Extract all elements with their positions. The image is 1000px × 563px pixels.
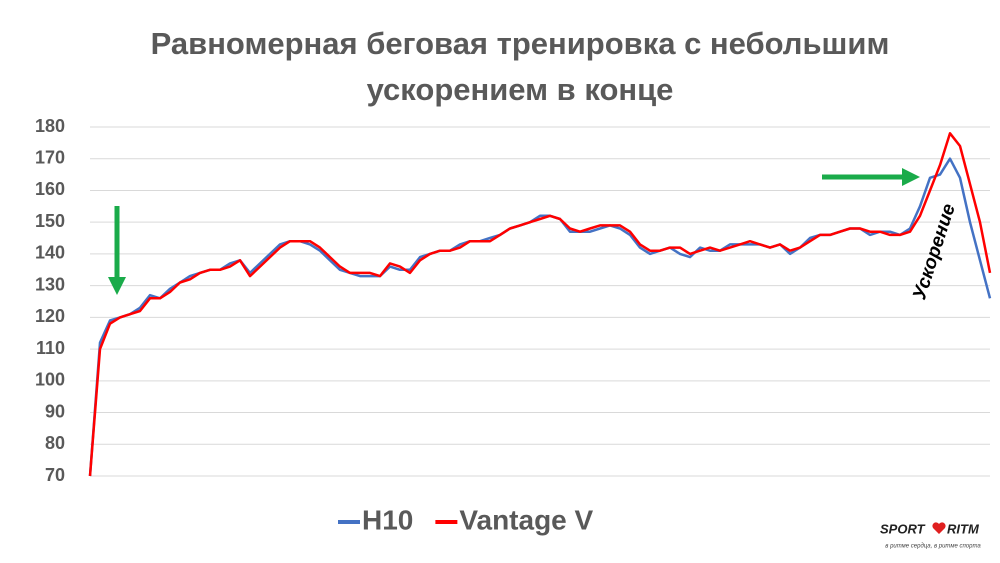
- y-tick-label: 180: [35, 116, 65, 136]
- logo-text: SPORT: [880, 521, 926, 536]
- y-tick-label: 160: [35, 179, 65, 199]
- y-tick-label: 150: [35, 211, 65, 231]
- logo-tagline: в ритме сердца, в ритме спорта: [885, 544, 981, 550]
- y-tick-label: 130: [35, 274, 65, 294]
- y-tick-label: 170: [35, 147, 65, 167]
- arrows: [108, 168, 920, 295]
- logo-heart: [932, 522, 946, 534]
- legend-label: H10: [362, 504, 413, 535]
- legend-label: Vantage V: [459, 504, 593, 535]
- arrow-head: [902, 168, 920, 186]
- y-tick-label: 110: [36, 338, 65, 358]
- y-tick-label: 100: [35, 370, 65, 390]
- y-tick-label: 140: [35, 243, 65, 263]
- y-tick-label: 80: [45, 433, 65, 453]
- y-tick-label: 90: [45, 401, 65, 421]
- grid: [90, 126, 990, 477]
- series-line: [88, 132, 992, 477]
- chart-title: Равномерная беговая тренировка с небольш…: [151, 26, 890, 61]
- y-tick-label: 70: [45, 465, 65, 485]
- arrow-head: [108, 277, 126, 295]
- logo: SPORT RITM в ритме сердца, в ритме спорт…: [880, 521, 981, 549]
- y-tick-label: 120: [35, 306, 65, 326]
- logo-text: RITM: [947, 521, 980, 536]
- chart-title: ускорением в конце: [367, 72, 674, 107]
